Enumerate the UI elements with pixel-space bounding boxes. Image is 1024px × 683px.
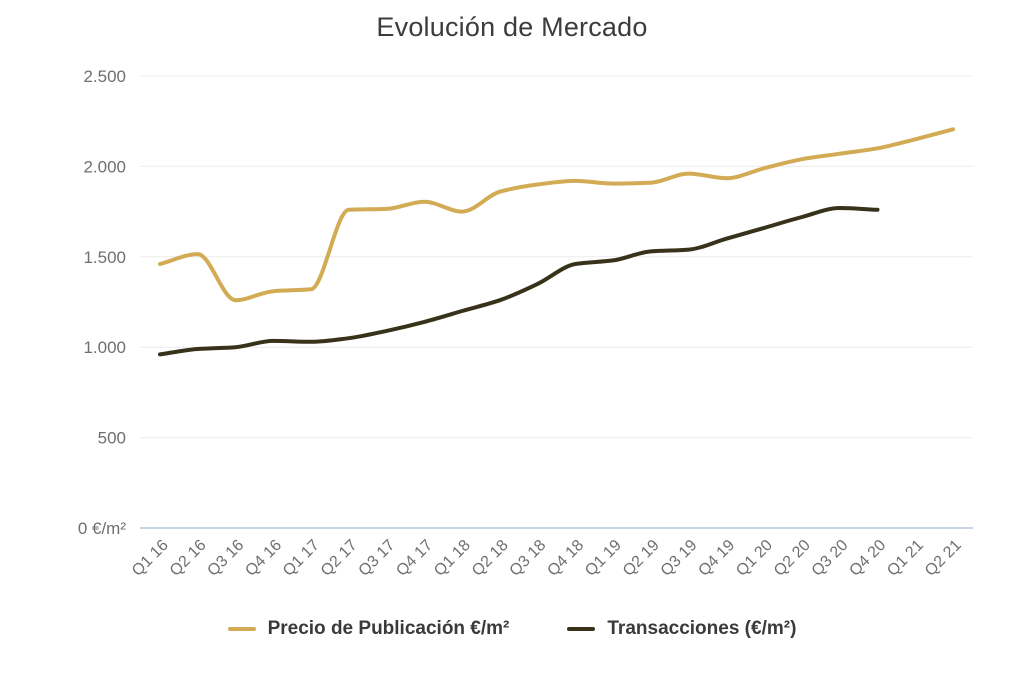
y-axis-tick-label: 2.000 bbox=[83, 157, 126, 176]
x-axis-tick-label: Q4 18 bbox=[544, 537, 587, 580]
y-axis-tick-label: 2.500 bbox=[83, 67, 126, 86]
x-axis-tick-label: Q3 20 bbox=[809, 537, 852, 580]
legend-marker-precio-publicacion bbox=[227, 627, 256, 631]
x-axis-tick-label: Q2 20 bbox=[771, 537, 814, 580]
x-axis-tick-label: Q2 17 bbox=[318, 537, 361, 580]
x-axis-tick-label: Q4 17 bbox=[393, 537, 436, 580]
chart-title: Evolución de Mercado bbox=[376, 12, 648, 42]
y-axis-tick-label: 0 €/m² bbox=[78, 519, 127, 538]
x-axis-tick-label: Q2 16 bbox=[167, 537, 210, 580]
legend-marker-transacciones bbox=[567, 627, 596, 631]
x-axis-tick-label: Q3 19 bbox=[658, 537, 701, 580]
x-axis-tick-label: Q2 18 bbox=[469, 537, 512, 580]
x-axis-tick-label: Q1 17 bbox=[280, 537, 323, 580]
y-axis-tick-label: 1.000 bbox=[83, 338, 126, 357]
x-axis-tick-label: Q4 19 bbox=[695, 537, 738, 580]
x-axis-tick-label: Q4 16 bbox=[242, 537, 285, 580]
legend-item-precio-publicacion[interactable]: Precio de Publicación €/m² bbox=[227, 618, 510, 640]
series-line-transacciones bbox=[158, 206, 880, 357]
legend-item-transacciones[interactable]: Transacciones (€/m²) bbox=[567, 618, 796, 640]
x-axis-tick-label: Q1 19 bbox=[582, 537, 625, 580]
x-axis-tick-label: Q1 18 bbox=[431, 537, 474, 580]
legend-label-precio-publicacion: Precio de Publicación €/m² bbox=[267, 618, 510, 639]
x-axis-tick-label: Q3 18 bbox=[507, 537, 550, 580]
chart-legend: Precio de Publicación €/m² Transacciones… bbox=[0, 618, 1024, 640]
y-axis-tick-label: 500 bbox=[98, 429, 126, 448]
x-axis-tick-label: Q3 16 bbox=[204, 537, 247, 580]
x-axis-tick-label: Q4 20 bbox=[846, 537, 889, 580]
series-line-precio-publicacion bbox=[158, 127, 955, 303]
x-axis-tick-label: Q1 21 bbox=[884, 537, 927, 580]
y-axis-tick-label: 1.500 bbox=[83, 248, 126, 267]
x-axis-tick-label: Q2 19 bbox=[620, 537, 663, 580]
x-axis-tick-label: Q1 20 bbox=[733, 537, 776, 580]
x-axis-tick-label: Q3 17 bbox=[356, 537, 399, 580]
legend-label-transacciones: Transacciones (€/m²) bbox=[607, 618, 797, 639]
x-axis-tick-label: Q2 21 bbox=[922, 537, 965, 580]
x-axis-tick-label: Q1 16 bbox=[129, 537, 172, 580]
